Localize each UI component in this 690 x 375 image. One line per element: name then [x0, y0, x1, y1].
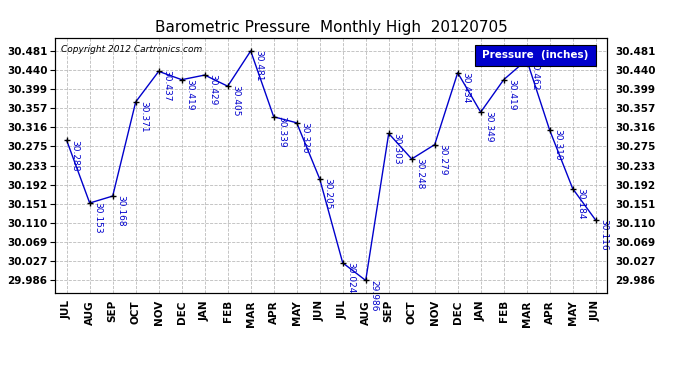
- Title: Barometric Pressure  Monthly High  20120705: Barometric Pressure Monthly High 2012070…: [155, 20, 508, 35]
- Text: 30.303: 30.303: [392, 132, 401, 164]
- Text: 30.429: 30.429: [208, 74, 217, 105]
- Text: Pressure  (inches): Pressure (inches): [482, 50, 589, 60]
- Text: 30.205: 30.205: [323, 178, 332, 210]
- Text: 30.481: 30.481: [254, 50, 263, 81]
- Text: 30.371: 30.371: [139, 101, 148, 133]
- Text: 30.168: 30.168: [116, 195, 125, 227]
- Text: 30.462: 30.462: [530, 59, 539, 90]
- Text: 30.184: 30.184: [576, 188, 585, 219]
- Text: 30.288: 30.288: [70, 140, 79, 171]
- FancyBboxPatch shape: [475, 45, 596, 66]
- Text: 30.116: 30.116: [599, 219, 608, 251]
- Text: 30.349: 30.349: [484, 111, 493, 143]
- Text: 30.434: 30.434: [461, 72, 470, 103]
- Text: 30.339: 30.339: [277, 116, 286, 147]
- Text: 30.279: 30.279: [438, 144, 447, 175]
- Text: Copyright 2012 Cartronics.com: Copyright 2012 Cartronics.com: [61, 45, 202, 54]
- Text: 30.153: 30.153: [93, 202, 102, 234]
- Text: 29.986: 29.986: [369, 279, 378, 311]
- Text: 30.405: 30.405: [231, 85, 240, 117]
- Text: 30.437: 30.437: [162, 70, 171, 102]
- Text: 30.419: 30.419: [507, 79, 516, 110]
- Text: 30.024: 30.024: [346, 262, 355, 293]
- Text: 30.248: 30.248: [415, 158, 424, 189]
- Text: 30.419: 30.419: [185, 79, 194, 110]
- Text: 30.326: 30.326: [300, 122, 309, 153]
- Text: 30.310: 30.310: [553, 129, 562, 161]
